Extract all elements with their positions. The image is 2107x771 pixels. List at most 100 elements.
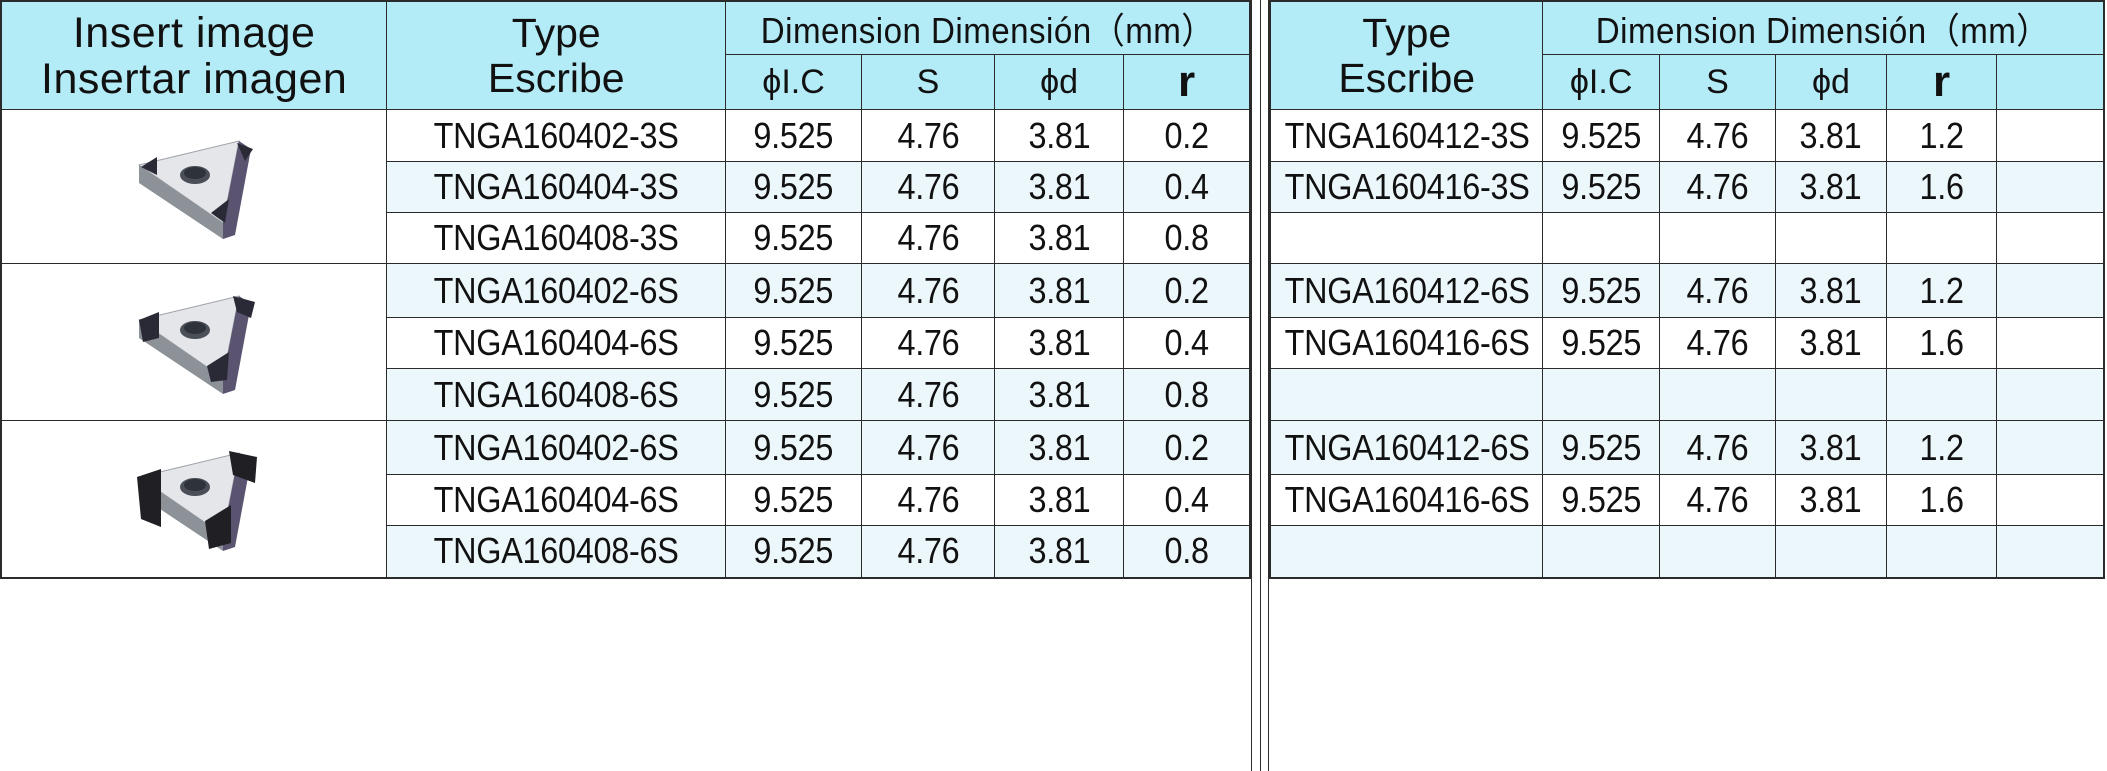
cell-d-value: 3.81 <box>1799 426 1862 468</box>
cell-d-value: 3.81 <box>1028 479 1091 520</box>
cell-spare <box>1996 368 2105 421</box>
cell-r-value: 0.2 <box>1164 269 1209 311</box>
cell-r: 1.2 <box>1885 420 1998 475</box>
cell-d-value: 3.81 <box>1028 373 1091 415</box>
cell-ic <box>1542 212 1660 264</box>
cell-d-value: 3.81 <box>1799 479 1862 520</box>
cell-ic: 9.525 <box>725 368 862 421</box>
cell-ic: 9.525 <box>1542 263 1660 318</box>
triangle-insert-3-corner-tips-icon <box>137 139 254 239</box>
cell-ic-value: 9.525 <box>1561 166 1642 207</box>
cell-ic: 9.525 <box>1542 420 1660 475</box>
cell-r-value: 0.8 <box>1164 217 1209 258</box>
cell-s: 4.76 <box>860 263 996 318</box>
cell-s: 4.76 <box>1658 109 1777 162</box>
cell-s-value: 4.76 <box>896 322 959 363</box>
cell-ic: 9.525 <box>1542 317 1660 369</box>
cell-r: 1.6 <box>1885 317 1998 369</box>
col-d-header-right: ϕd <box>1775 54 1887 110</box>
cell-d <box>1775 525 1887 578</box>
cell-spare <box>1996 474 2105 526</box>
cell-d: 3.81 <box>994 263 1125 318</box>
cell-s-value: 4.76 <box>896 530 959 572</box>
cell-r <box>1885 525 1998 578</box>
cell-d-value: 3.81 <box>1028 426 1091 468</box>
cell-s <box>1658 368 1777 421</box>
cell-ic-value: 9.525 <box>1561 322 1642 363</box>
cell-r: 0.2 <box>1123 109 1251 162</box>
cell-r-value: 0.4 <box>1164 322 1209 363</box>
cell-type-value: TNGA160404-6S <box>433 322 679 363</box>
table-row: TNGA160402-6S 9.525 4.76 3.81 0.2 <box>0 263 1251 421</box>
cell-r-value: 1.2 <box>1919 114 1964 156</box>
cell-type-value: TNGA160404-6S <box>433 479 679 520</box>
cell-r: 1.2 <box>1885 263 1998 318</box>
table-row <box>1269 368 2105 421</box>
cell-type: TNGA160402-6S <box>386 263 727 318</box>
cell-s-value: 4.76 <box>896 166 959 207</box>
cell-s: 4.76 <box>860 161 996 213</box>
insert-image-header-en: Insert image <box>72 8 316 57</box>
cell-s <box>1658 212 1777 264</box>
cell-r: 0.4 <box>1123 161 1251 213</box>
cell-s: 4.76 <box>1658 161 1777 213</box>
cell-d <box>1775 212 1887 264</box>
cell-ic: 9.525 <box>1542 474 1660 526</box>
table-row: TNGA160408-6S 9.525 4.76 3.81 0.8 <box>1 525 1251 578</box>
col-r-header: r <box>1123 54 1251 110</box>
cell-s-value: 4.76 <box>896 479 959 520</box>
cell-d: 3.81 <box>994 474 1125 526</box>
cell-s: 4.76 <box>1658 263 1777 318</box>
cell-d: 3.81 <box>994 109 1125 162</box>
cell-type: TNGA160412-6S <box>1269 263 1544 318</box>
cell-type <box>1269 212 1544 264</box>
cell-ic: 9.525 <box>1542 161 1660 213</box>
table-row <box>1269 212 2105 264</box>
insert-image-header: Insert image Insertar imagen <box>0 0 388 110</box>
cell-type: TNGA160412-3S <box>1269 109 1544 162</box>
cell-r: 1.6 <box>1885 474 1998 526</box>
cell-r-value: 0.8 <box>1164 530 1209 572</box>
cell-type-value: TNGA160408-3S <box>433 217 679 258</box>
cell-type: TNGA160408-3S <box>386 212 727 264</box>
cell-type: TNGA160404-6S <box>386 474 727 526</box>
cell-s-value: 4.76 <box>896 217 959 258</box>
cell-d: 3.81 <box>1775 317 1887 369</box>
cell-r: 0.2 <box>1123 263 1251 318</box>
dimension-header: Dimension Dimensión（mm） <box>725 0 1251 55</box>
cell-ic <box>1542 525 1660 578</box>
cell-type: TNGA160404-6S <box>386 317 727 369</box>
cell-d: 3.81 <box>1775 474 1887 526</box>
dimension-header-right: Dimension Dimensión（mm） <box>1542 0 2105 55</box>
cell-s: 4.76 <box>860 525 996 578</box>
dimension-header-label: Dimension Dimensión（mm） <box>760 10 1215 51</box>
type-header-en: Type <box>511 9 601 56</box>
cell-s-value: 4.76 <box>1686 322 1749 363</box>
cell-s-value: 4.76 <box>896 269 959 311</box>
cell-ic: 9.525 <box>725 161 862 213</box>
col-d-header: ϕd <box>994 54 1125 110</box>
insert-image-cell <box>0 109 388 264</box>
table-row: TNGA160402-6S 9.525 4.76 3.81 0.2 <box>0 420 1251 578</box>
left-dimension-table: Insert image Insertar imagen Type Escrib… <box>0 0 1251 579</box>
cell-type: TNGA160416-6S <box>1269 317 1544 369</box>
table-row: TNGA160416-6S 9.525 4.76 3.81 1.6 <box>1269 317 2105 369</box>
table-divider <box>1251 0 1269 771</box>
insert-image-header-es: Insertar imagen <box>41 54 348 103</box>
cell-s: 4.76 <box>860 420 996 475</box>
cell-s-value: 4.76 <box>896 114 959 156</box>
cell-type-value: TNGA160402-3S <box>433 114 679 156</box>
table-row: TNGA160404-3S 9.525 4.76 3.81 0.4 <box>1 161 1251 213</box>
table-row: TNGA160416-6S 9.525 4.76 3.81 1.6 <box>1269 474 2105 526</box>
cell-d-value: 3.81 <box>1028 114 1091 156</box>
cell-type <box>1269 368 1544 421</box>
insert-image-cell <box>0 420 388 578</box>
cell-ic-value: 9.525 <box>1561 114 1642 156</box>
type-header-right: Type Escribe <box>1269 0 1544 110</box>
cell-type-value: TNGA160412-3S <box>1284 114 1530 156</box>
cell-d-value: 3.81 <box>1028 530 1091 572</box>
cell-s: 4.76 <box>860 212 996 264</box>
dimension-header-right-label: Dimension Dimensión（mm） <box>1596 10 2051 51</box>
cell-r: 0.2 <box>1123 420 1251 475</box>
